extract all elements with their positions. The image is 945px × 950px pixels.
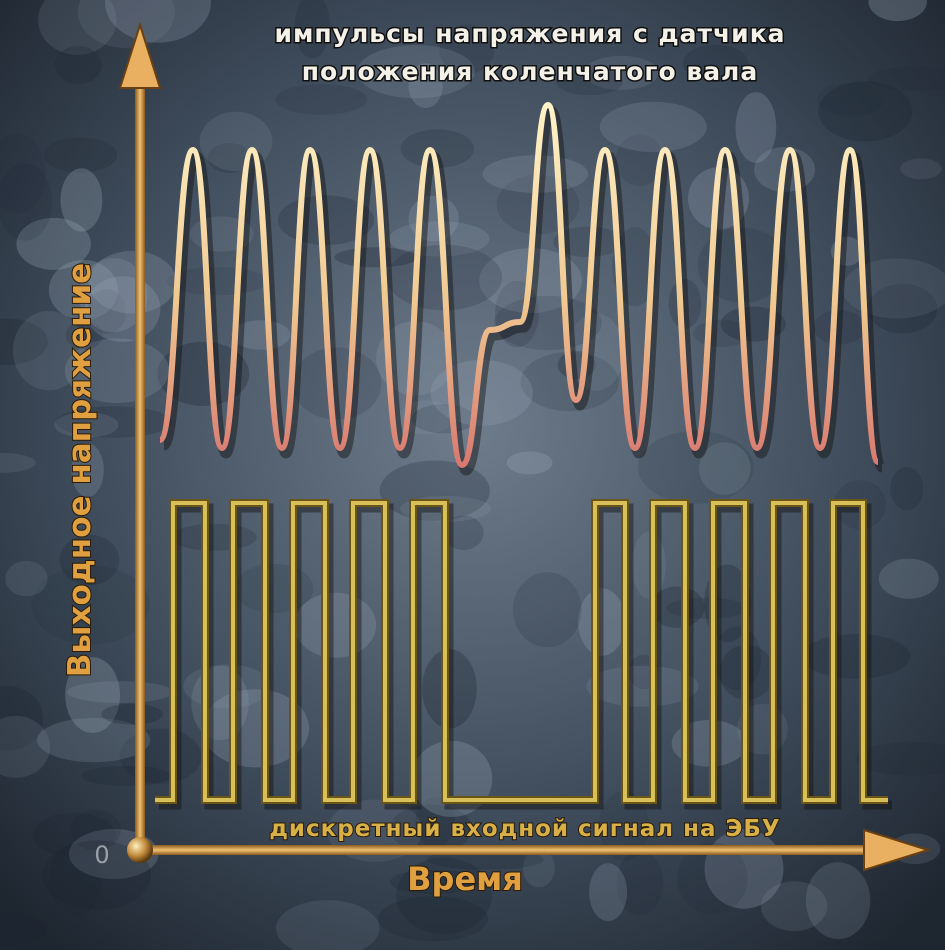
y-axis-label: Выходное напряжение [62,263,98,677]
texture-blob [736,92,777,163]
texture-blob [507,451,553,474]
x-axis [140,845,870,855]
texture-blob [55,46,102,84]
texture-blob [600,102,707,152]
texture-blob [81,766,171,786]
texture-blob [172,524,257,551]
texture-blob [802,634,910,679]
texture-blob [101,704,162,725]
texture-blob [589,863,627,921]
texture-blob [900,158,941,179]
texture-blob [183,664,270,708]
x-axis-label: Время [407,860,523,898]
texture-blob [234,564,313,613]
caption: дискретный входной сигнал на ЭБУ [269,816,780,842]
texture-blob [5,561,47,596]
y-axis [135,80,145,852]
title-line: импульсы напряжения с датчика [274,19,785,48]
texture-blob [294,593,376,658]
diagram: импульсы напряжения с датчика положения … [0,0,945,950]
title-line: положения коленчатого вала [302,57,759,86]
origin-label: 0 [94,841,109,869]
texture-blob [89,251,177,314]
texture-blob [761,881,827,931]
texture-blob [0,163,52,241]
texture-blob [275,84,367,115]
origin-ball [127,837,153,863]
texture-blob [818,81,912,141]
texture-blob [890,467,923,510]
texture-blob [44,138,118,173]
texture-blob [879,559,939,599]
texture-blob [513,572,582,647]
